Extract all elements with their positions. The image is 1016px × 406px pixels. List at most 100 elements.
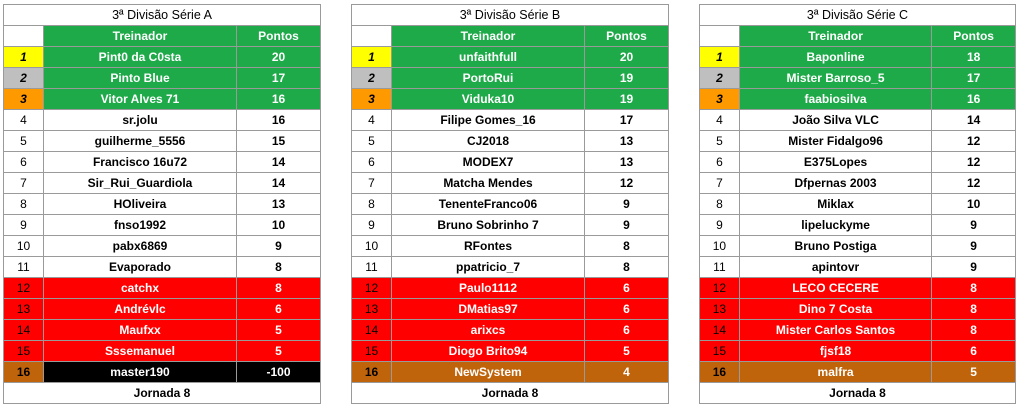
coach-name-cell: Matcha Mendes [391, 172, 585, 194]
table-row: 5 guilherme_5556 15 [3, 130, 321, 152]
header-pontos: Pontos [236, 25, 321, 47]
points-cell: 8 [931, 319, 1016, 341]
position-cell: 16 [3, 361, 44, 383]
coach-name-cell: guilherme_5556 [43, 130, 237, 152]
header-row: Treinador Pontos [3, 25, 321, 47]
table-row: 11 ppatricio_7 8 [351, 256, 669, 278]
table-row: 7 Dfpernas 2003 12 [699, 172, 1016, 194]
table-serie-c: 3ª Divisão Série C Treinador Pontos 1 Baponl… [699, 4, 1016, 404]
table-row: 5 Mister Fidalgo96 12 [699, 130, 1016, 152]
position-cell: 4 [351, 109, 392, 131]
round-footer: Jornada 8 [699, 382, 1016, 404]
table-row: 10 RFontes 8 [351, 235, 669, 257]
points-cell: 5 [236, 340, 321, 362]
position-cell: 9 [699, 214, 740, 236]
table-row: 4 sr.jolu 16 [3, 109, 321, 131]
coach-name-cell: E375Lopes [738, 151, 933, 173]
points-cell: 13 [236, 193, 321, 215]
points-cell: 20 [236, 46, 321, 68]
points-cell: 4 [584, 361, 669, 383]
points-cell: 12 [931, 130, 1016, 152]
table-row: 2 Mister Barroso_5 17 [699, 67, 1016, 89]
coach-name-cell: Evaporado [43, 256, 237, 278]
title-row: 3ª Divisão Série C [699, 4, 1016, 26]
points-cell: 6 [236, 298, 321, 320]
table-row: 10 Bruno Postiga 9 [699, 235, 1016, 257]
points-cell: -100 [236, 361, 321, 383]
coach-name-cell: malfra [738, 361, 933, 383]
position-cell: 11 [351, 256, 392, 278]
coach-name-cell: TenenteFranco06 [391, 193, 585, 215]
position-cell: 4 [699, 109, 740, 131]
coach-name-cell: Filipe Gomes_16 [391, 109, 585, 131]
position-cell: 11 [699, 256, 740, 278]
coach-name-cell: Mister Fidalgo96 [738, 130, 933, 152]
position-cell: 8 [699, 193, 740, 215]
position-cell: 5 [699, 130, 740, 152]
position-cell: 15 [3, 340, 44, 362]
position-cell: 9 [3, 214, 44, 236]
round-footer: Jornada 8 [351, 382, 669, 404]
header-treinador: Treinador [391, 25, 585, 47]
position-cell: 14 [351, 319, 392, 341]
coach-name-cell: Dfpernas 2003 [738, 172, 933, 194]
header-treinador: Treinador [43, 25, 237, 47]
coach-name-cell: Vitor Alves 71 [43, 88, 237, 110]
table-row: 8 Miklax 10 [699, 193, 1016, 215]
table-row: 12 catchx 8 [3, 277, 321, 299]
points-cell: 9 [584, 214, 669, 236]
coach-name-cell: Andrévlc [43, 298, 237, 320]
coach-name-cell: Sir_Rui_Guardiola [43, 172, 237, 194]
coach-name-cell: Mister Barroso_5 [738, 67, 933, 89]
table-row: 15 Sssemanuel 5 [3, 340, 321, 362]
points-cell: 15 [236, 130, 321, 152]
position-cell: 1 [699, 46, 740, 68]
position-cell: 10 [3, 235, 44, 257]
table-row: 12 Paulo1112 6 [351, 277, 669, 299]
position-cell: 3 [3, 88, 44, 110]
position-cell: 1 [3, 46, 44, 68]
table-row: 16 malfra 5 [699, 361, 1016, 383]
position-cell: 8 [351, 193, 392, 215]
table-row: 1 unfaithfull 20 [351, 46, 669, 68]
table-row: 6 MODEX7 13 [351, 151, 669, 173]
coach-name-cell: Pinto Blue [43, 67, 237, 89]
points-cell: 17 [931, 67, 1016, 89]
table-row: 11 apintovr 9 [699, 256, 1016, 278]
points-cell: 6 [584, 319, 669, 341]
points-cell: 5 [931, 361, 1016, 383]
points-cell: 12 [931, 172, 1016, 194]
table-body: 3ª Divisão Série C Treinador Pontos 1 Baponl… [699, 4, 1016, 404]
coach-name-cell: Viduka10 [391, 88, 585, 110]
position-cell: 2 [699, 67, 740, 89]
header-empty [3, 25, 44, 47]
position-cell: 12 [3, 277, 44, 299]
position-cell: 1 [351, 46, 392, 68]
points-cell: 17 [236, 67, 321, 89]
position-cell: 13 [699, 298, 740, 320]
points-cell: 8 [236, 256, 321, 278]
points-cell: 13 [584, 151, 669, 173]
coach-name-cell: Mister Carlos Santos [738, 319, 933, 341]
coach-name-cell: unfaithfull [391, 46, 585, 68]
position-cell: 5 [351, 130, 392, 152]
points-cell: 9 [584, 193, 669, 215]
points-cell: 9 [236, 235, 321, 257]
coach-name-cell: Sssemanuel [43, 340, 237, 362]
table-row: 14 Mister Carlos Santos 8 [699, 319, 1016, 341]
position-cell: 16 [351, 361, 392, 383]
coach-name-cell: arixcs [391, 319, 585, 341]
points-cell: 12 [584, 172, 669, 194]
coach-name-cell: fjsf18 [738, 340, 933, 362]
position-cell: 10 [351, 235, 392, 257]
position-cell: 3 [699, 88, 740, 110]
position-cell: 15 [699, 340, 740, 362]
position-cell: 2 [351, 67, 392, 89]
position-cell: 11 [3, 256, 44, 278]
coach-name-cell: master190 [43, 361, 237, 383]
points-cell: 10 [236, 214, 321, 236]
coach-name-cell: RFontes [391, 235, 585, 257]
points-cell: 16 [236, 88, 321, 110]
table-row: 1 Pint0 da C0sta 20 [3, 46, 321, 68]
